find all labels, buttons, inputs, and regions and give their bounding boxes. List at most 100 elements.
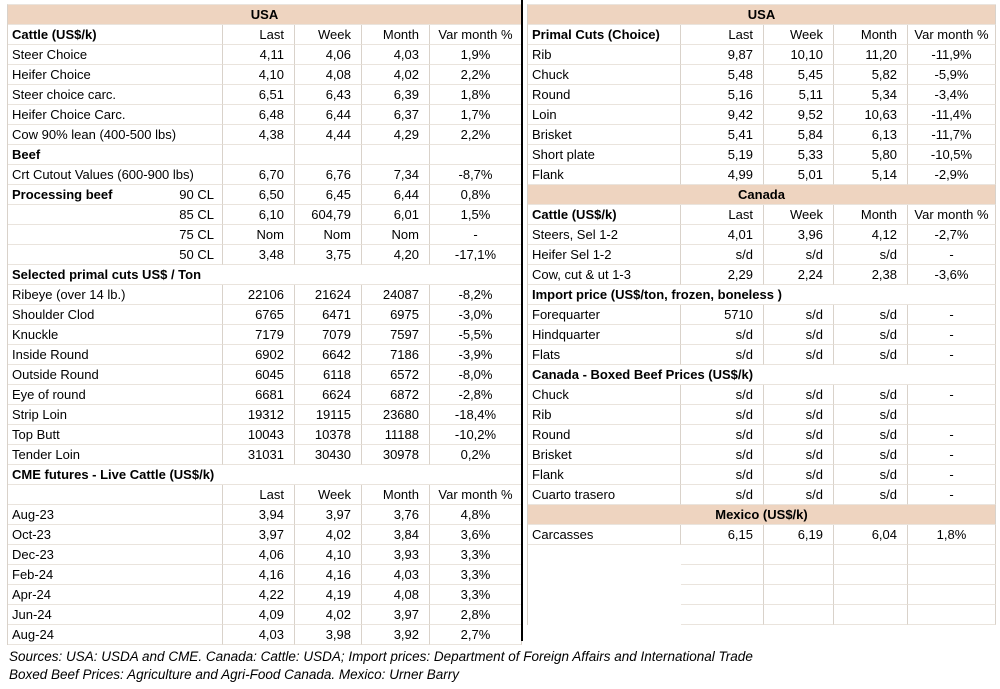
empty-cell: [834, 565, 908, 585]
row-row: Aug-24 4,03 3,98 3,92 2,7%: [8, 625, 522, 645]
month-value: 6,13: [834, 125, 908, 145]
month-value: 3,84: [362, 525, 430, 545]
row-row: Round 5,16 5,11 5,34 -3,4%: [528, 85, 996, 105]
row-label: Flats: [528, 345, 681, 365]
row-row: Forequarter 5710 s/d s/d -: [528, 305, 996, 325]
empty-row: [528, 565, 996, 585]
empty-cell: [681, 585, 764, 605]
var-value: -2,9%: [908, 165, 996, 185]
row-row: Cuarto trasero s/d s/d s/d -: [528, 485, 996, 505]
row-row: Heifer Choice 4,10 4,08 4,02 2,2%: [8, 65, 522, 85]
row-row: Eye of round 6681 6624 6872 -2,8%: [8, 385, 522, 405]
week-header: Week: [764, 25, 834, 45]
wide-row: Canada - Boxed Beef Prices (US$/k): [528, 365, 996, 385]
week-value: s/d: [764, 305, 834, 325]
last-value: 31031: [223, 445, 295, 465]
month-value: s/d: [834, 485, 908, 505]
band-row: Canada: [528, 185, 996, 205]
week-value: 3,96: [764, 225, 834, 245]
last-value: 9,87: [681, 45, 764, 65]
last-header: Last: [681, 205, 764, 225]
row-label: Cow 90% lean (400-500 lbs): [8, 125, 223, 145]
week-value: 4,10: [295, 545, 362, 565]
row-label: Rib: [528, 405, 681, 425]
week-value: s/d: [764, 405, 834, 425]
splitrow-row: Processing beef 90 CL 6,50 6,45 6,44 0,8%: [8, 185, 522, 205]
band-title: Mexico (US$/k): [528, 505, 996, 525]
row-label: Carcasses: [528, 525, 681, 545]
row-label: Hindquarter: [528, 325, 681, 345]
week-value: 2,24: [764, 265, 834, 285]
wide-row: Selected primal cuts US$ / Ton: [8, 265, 522, 285]
last-value: 4,16: [223, 565, 295, 585]
row-row: Outside Round 6045 6118 6572 -8,0%: [8, 365, 522, 385]
month-value: 5,14: [834, 165, 908, 185]
empty-cell: [764, 605, 834, 625]
var-value: 0,2%: [430, 445, 522, 465]
month-value: s/d: [834, 345, 908, 365]
empty-cell: [764, 565, 834, 585]
week-value: 5,11: [764, 85, 834, 105]
month-value: s/d: [834, 425, 908, 445]
row-row: Steer Choice 4,11 4,06 4,03 1,9%: [8, 45, 522, 65]
month-value: 3,93: [362, 545, 430, 565]
week-header: Week: [295, 485, 362, 505]
var-value: -10,5%: [908, 145, 996, 165]
month-value: 4,03: [362, 45, 430, 65]
last-value: s/d: [681, 445, 764, 465]
section-title: Selected primal cuts US$ / Ton: [8, 265, 522, 285]
month-value: s/d: [834, 305, 908, 325]
row-label: Heifer Choice: [8, 65, 223, 85]
month-value: 6,44: [362, 185, 430, 205]
week-value: 9,52: [764, 105, 834, 125]
band-row: Mexico (US$/k): [528, 505, 996, 525]
empty-cell: [908, 565, 996, 585]
row-row: Aug-23 3,94 3,97 3,76 4,8%: [8, 505, 522, 525]
row-label: Beef: [8, 145, 223, 165]
row-label-main: Processing beef: [12, 187, 113, 202]
var-value: -: [908, 385, 996, 405]
week-value: 10378: [295, 425, 362, 445]
last-value: 4,38: [223, 125, 295, 145]
week-value: 10,10: [764, 45, 834, 65]
row-row: Rib s/d s/d s/d: [528, 405, 996, 425]
var-value: 1,9%: [430, 45, 522, 65]
section-title: Import price (US$/ton, frozen, boneless …: [528, 285, 996, 305]
last-value: 3,97: [223, 525, 295, 545]
row-label: Eye of round: [8, 385, 223, 405]
row-label: 75 CL: [8, 225, 223, 245]
row-row: Brisket 5,41 5,84 6,13 -11,7%: [528, 125, 996, 145]
row-row: Steers, Sel 1-2 4,01 3,96 4,12 -2,7%: [528, 225, 996, 245]
week-value: 5,84: [764, 125, 834, 145]
section-title: Canada - Boxed Beef Prices (US$/k): [528, 365, 996, 385]
last-value: 10043: [223, 425, 295, 445]
last-value: 3,48: [223, 245, 295, 265]
var-value: -3,0%: [430, 305, 522, 325]
row-row: Carcasses 6,15 6,19 6,04 1,8%: [528, 525, 996, 545]
week-value: 4,19: [295, 585, 362, 605]
last-value: 4,11: [223, 45, 295, 65]
month-value: 7,34: [362, 165, 430, 185]
last-header: Last: [223, 485, 295, 505]
header-row: Cattle (US$/k) Last Week Month Var month %: [8, 25, 522, 45]
last-value: 6,70: [223, 165, 295, 185]
var-value: [908, 405, 996, 425]
var-value: -10,2%: [430, 425, 522, 445]
row-row: Steer choice carc. 6,51 6,43 6,39 1,8%: [8, 85, 522, 105]
week-value: 6,76: [295, 165, 362, 185]
month-value: 6,39: [362, 85, 430, 105]
week-value: 4,08: [295, 65, 362, 85]
month-header: Month: [834, 25, 908, 45]
week-value: 3,98: [295, 625, 362, 645]
var-header: Var month %: [430, 485, 522, 505]
week-value: [295, 145, 362, 165]
var-value: -5,5%: [430, 325, 522, 345]
month-value: s/d: [834, 245, 908, 265]
var-value: [430, 145, 522, 165]
row-label: Forequarter: [528, 305, 681, 325]
month-value: s/d: [834, 465, 908, 485]
row-label: Loin: [528, 105, 681, 125]
last-header: Last: [223, 25, 295, 45]
var-value: -: [908, 425, 996, 445]
week-value: 604,79: [295, 205, 362, 225]
